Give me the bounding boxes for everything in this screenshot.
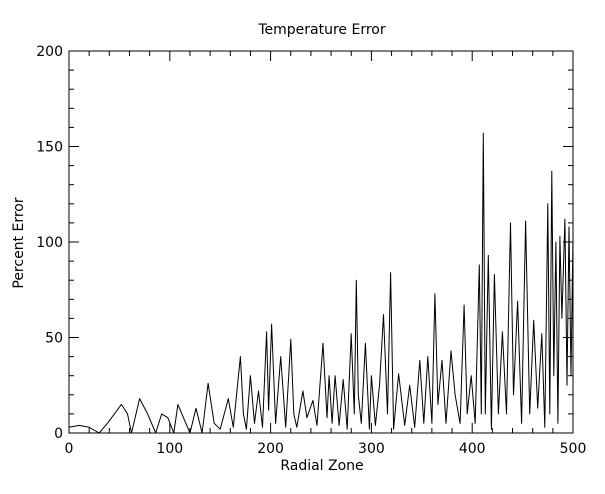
y-tick-label: 150	[36, 140, 63, 156]
series-line-1	[68, 132, 574, 434]
x-axis-label: Radial Zone	[280, 458, 363, 474]
y-axis-label: Percent Error	[11, 197, 27, 288]
chart-title: Temperature Error	[257, 22, 386, 38]
x-tick-label: 500	[560, 441, 587, 457]
x-tick-label: 300	[358, 441, 385, 457]
y-tick-label: 0	[54, 426, 63, 442]
x-tick-label: 400	[459, 441, 486, 457]
x-tick-label: 100	[156, 441, 183, 457]
x-tick-label: 0	[65, 441, 74, 457]
y-tick-label: 200	[36, 44, 63, 60]
y-tick-label: 100	[36, 235, 63, 251]
x-tick-label: 200	[257, 441, 284, 457]
plot-area: 0 100 200 300 400 500 0 50 100 150 200	[36, 44, 586, 457]
y-tick-label: 50	[45, 331, 63, 347]
